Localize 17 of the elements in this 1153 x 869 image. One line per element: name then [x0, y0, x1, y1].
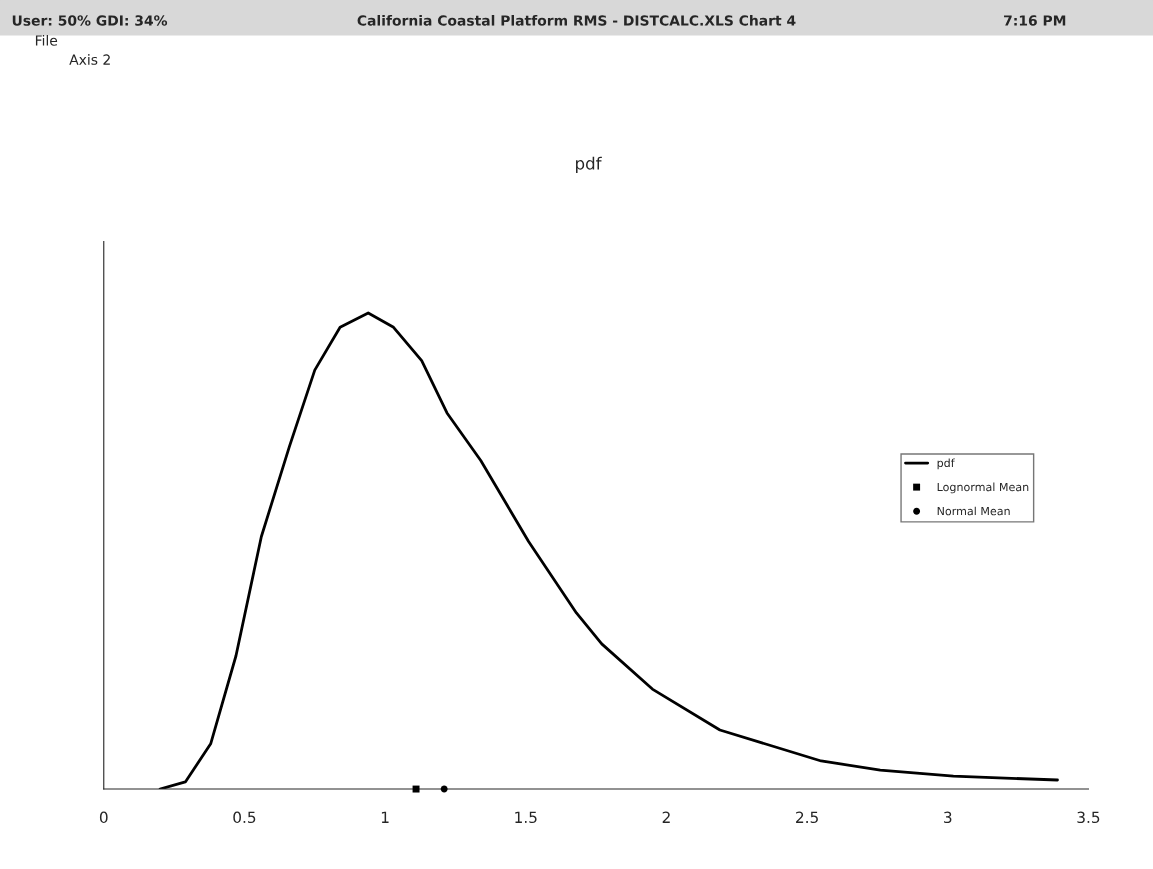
legend-label: Lognormal Mean [937, 482, 1029, 494]
text: California Coastal Platform RMS - DISTCALC.XLS Chart 4 [357, 15, 796, 26]
text: 7:16 PM [1004, 15, 1066, 26]
x-tick-label: 3.5 [1077, 811, 1100, 824]
x-tick-label: 2 [662, 811, 670, 823]
text: User: 50% GDI: 34% [12, 15, 168, 26]
x-tick-label: 1.5 [515, 811, 537, 824]
x-tick-label: 3 [944, 811, 952, 824]
legend-label: Normal Mean [937, 506, 1010, 516]
text: Axis 2 [69, 54, 110, 65]
x-tick-label: 2.5 [796, 811, 818, 824]
legend-label: pdf [937, 458, 955, 470]
x-tick-label: 0 [99, 811, 108, 824]
x-tick-label: 1 [381, 811, 389, 823]
x-tick-label: 0.5 [233, 811, 256, 824]
chart-title: pdf [576, 156, 602, 173]
text: File [35, 34, 58, 46]
